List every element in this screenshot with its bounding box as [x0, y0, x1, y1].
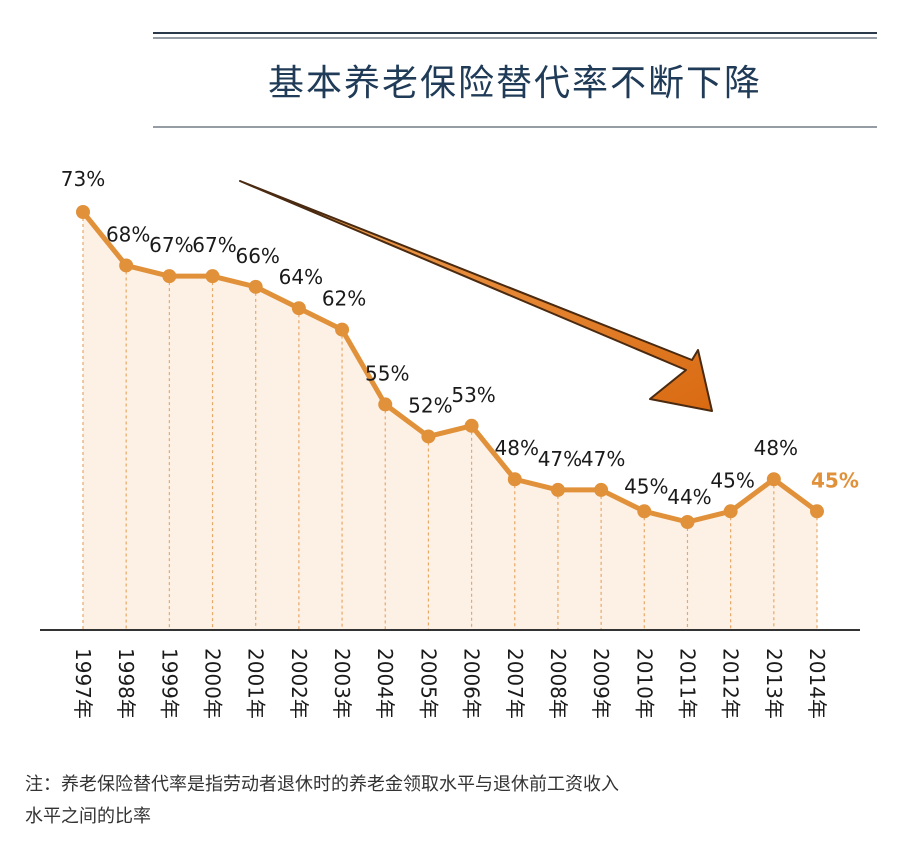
data-point-2009年: [594, 482, 609, 497]
x-tick-label-2000年: 2000年: [201, 648, 225, 719]
x-tick-label-2012年: 2012年: [719, 648, 743, 719]
x-tick-label-2004年: 2004年: [373, 648, 397, 719]
data-label-2000年: 67%: [192, 233, 236, 257]
data-label-2012年: 45%: [710, 468, 754, 492]
x-tick-label-2009年: 2009年: [589, 648, 613, 719]
data-point-2003年: [335, 322, 350, 337]
data-label-1999年: 67%: [149, 233, 193, 257]
data-labels: 73%68%67%67%66%64%62%55%52%53%48%47%47%4…: [61, 167, 859, 509]
x-tick-label-2010年: 2010年: [632, 648, 656, 719]
series-line: [80, 209, 820, 525]
data-label-2004年: 55%: [365, 361, 409, 385]
data-point-2013年: [766, 472, 781, 487]
data-point-2014年: [810, 504, 824, 519]
data-point-1999年: [162, 269, 177, 284]
data-point-2000年: [205, 269, 220, 284]
data-label-2011年: 44%: [667, 485, 711, 509]
data-point-1997年: [76, 205, 90, 219]
data-point-2002年: [291, 301, 306, 316]
data-point-2012年: [723, 504, 738, 519]
data-point-2010年: [637, 504, 652, 519]
data-label-2006年: 53%: [451, 383, 495, 407]
x-tick-labels: 1997年 1998年 1999年 2000年 2001年 2002年 2003年 2004年…: [71, 648, 829, 719]
footnote-line-2: 水平之间的比率: [25, 806, 151, 827]
area-fill-layer: [83, 212, 817, 630]
footnote-line-1: 注：养老保险替代率是指劳动者退休时的养老金领取水平与退休前工资收入: [25, 774, 619, 795]
data-label-2001年: 66%: [235, 244, 279, 268]
data-label-2002年: 64%: [279, 265, 323, 289]
title-rules: [153, 32, 877, 128]
data-label-2008年: 47%: [538, 447, 582, 471]
x-tick-label-2013年: 2013年: [762, 648, 786, 719]
data-point-2007年: [507, 472, 522, 487]
data-label-2009年: 47%: [581, 447, 625, 471]
data-label-2007年: 48%: [495, 436, 539, 460]
trend-arrow-shape: [239, 180, 713, 412]
data-point-2011年: [680, 515, 695, 529]
data-point-2004年: [378, 397, 393, 412]
data-label-2010年: 45%: [624, 474, 668, 498]
area-fill: [83, 212, 817, 630]
trend-arrow: [239, 180, 713, 412]
x-tick-label-1998年: 1998年: [114, 648, 138, 719]
x-tick-label-2006年: 2006年: [460, 648, 484, 719]
x-tick-label-2014年: 2014年: [805, 648, 829, 719]
data-point-2008年: [550, 482, 565, 497]
x-tick-label-2008年: 2008年: [546, 648, 570, 719]
data-label-2003年: 62%: [322, 287, 366, 311]
x-tick-label-1999年: 1999年: [157, 648, 181, 719]
data-points: [76, 205, 824, 529]
data-point-2001年: [248, 279, 263, 294]
x-tick-label-2003年: 2003年: [330, 648, 354, 719]
data-label-2005年: 52%: [408, 393, 452, 417]
x-tick-label-2001年: 2001年: [244, 648, 268, 719]
data-point-2006年: [464, 418, 479, 433]
x-tick-label-2005年: 2005年: [416, 648, 440, 719]
x-tick-label-2011年: 2011年: [675, 648, 699, 719]
x-tick-label-1997年: 1997年: [71, 648, 95, 719]
chart-title: 基本养老保险替代率不断下降: [268, 63, 762, 104]
data-label-2013年: 48%: [754, 436, 798, 460]
data-label-2014年: 45%: [811, 468, 859, 492]
data-label-1997年: 73%: [61, 167, 105, 191]
drop-lines: [82, 212, 818, 630]
data-point-2005年: [421, 429, 436, 444]
data-label-1998年: 68%: [106, 222, 150, 246]
series-line-layer: [80, 209, 820, 525]
x-tick-label-2002年: 2002年: [287, 648, 311, 719]
x-tick-label-2007年: 2007年: [503, 648, 527, 719]
data-point-1998年: [119, 258, 134, 273]
